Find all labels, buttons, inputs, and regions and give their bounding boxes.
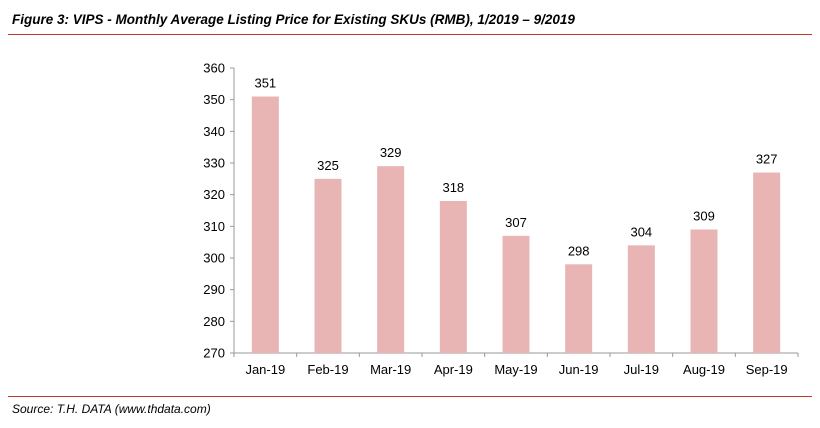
bar <box>565 264 593 353</box>
bar <box>439 201 467 353</box>
data-label: 325 <box>317 158 339 173</box>
bar <box>377 166 405 353</box>
y-tick-label: 310 <box>203 219 225 234</box>
x-tick-label: Jun-19 <box>559 362 599 377</box>
x-tick-label: Jul-19 <box>624 362 659 377</box>
data-label: 327 <box>756 152 778 167</box>
data-label: 298 <box>568 243 590 258</box>
x-tick-label: Mar-19 <box>370 362 411 377</box>
bar <box>502 235 530 353</box>
source-note: Source: T.H. DATA (www.thdata.com) <box>12 402 211 416</box>
data-label: 307 <box>505 215 527 230</box>
bar <box>690 229 718 353</box>
bar <box>314 178 342 353</box>
title-rule <box>8 34 812 35</box>
figure-title: Figure 3: VIPS - Monthly Average Listing… <box>12 12 575 27</box>
y-tick-label: 290 <box>203 282 225 297</box>
x-tick-label: Jan-19 <box>245 362 285 377</box>
x-tick-label: Feb-19 <box>307 362 348 377</box>
x-tick-label: Aug-19 <box>683 362 725 377</box>
bar <box>251 96 279 353</box>
bar <box>627 245 655 353</box>
source-rule <box>8 396 812 397</box>
x-tick-label: Sep-19 <box>746 362 788 377</box>
data-label: 318 <box>442 180 464 195</box>
y-tick-label: 270 <box>203 346 225 361</box>
x-tick-label: May-19 <box>494 362 537 377</box>
y-tick-label: 350 <box>203 92 225 107</box>
y-tick-label: 320 <box>203 187 225 202</box>
bar <box>753 172 781 353</box>
data-label: 309 <box>693 209 715 224</box>
y-tick-label: 330 <box>203 156 225 171</box>
data-label: 329 <box>380 145 402 160</box>
y-tick-label: 360 <box>203 61 225 76</box>
data-label: 304 <box>630 224 652 239</box>
y-tick-label: 300 <box>203 251 225 266</box>
y-tick-label: 280 <box>203 314 225 329</box>
data-label: 351 <box>254 76 276 91</box>
y-tick-label: 340 <box>203 124 225 139</box>
x-tick-label: Apr-19 <box>434 362 473 377</box>
